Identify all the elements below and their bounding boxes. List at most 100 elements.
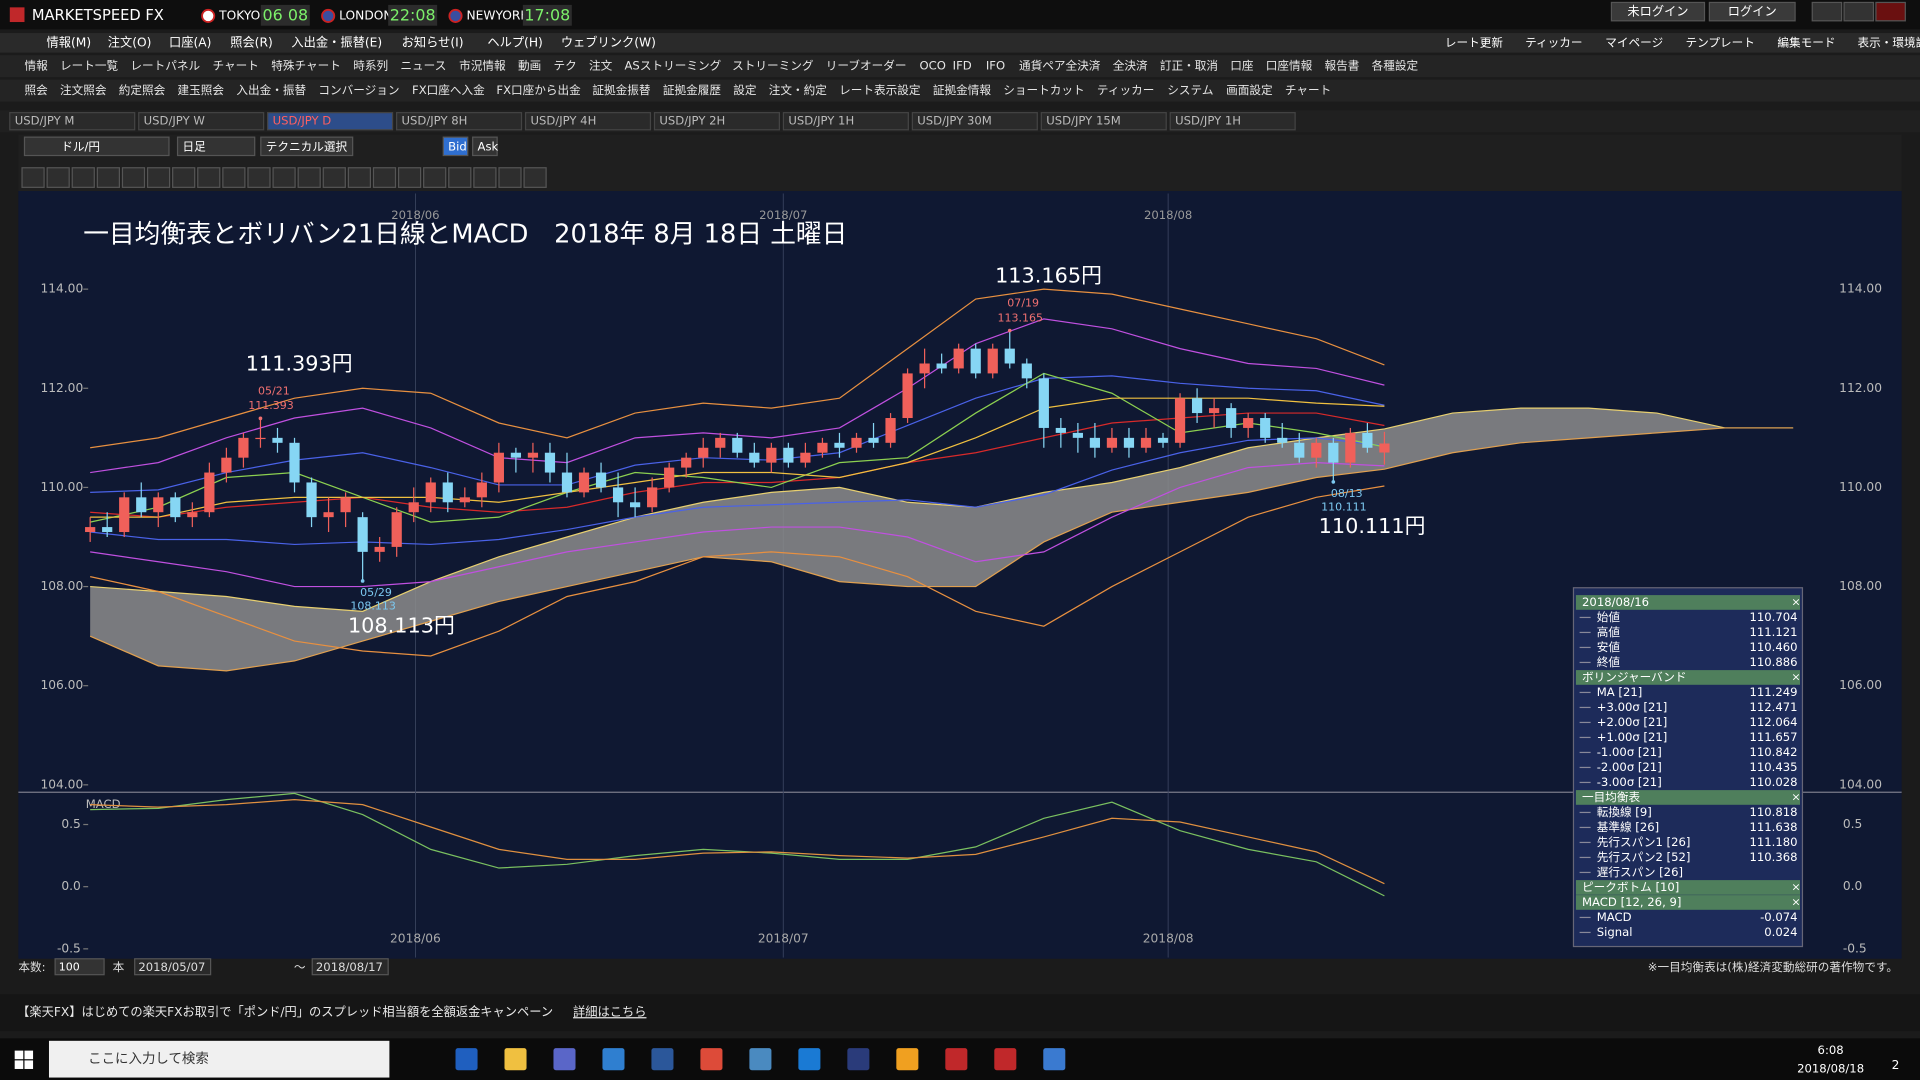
- drawing-tool[interactable]: [448, 167, 472, 188]
- tab-label[interactable]: USD/JPY 8H: [402, 114, 468, 128]
- drawing-tool[interactable]: [372, 167, 397, 188]
- drawing-tool[interactable]: [46, 167, 70, 188]
- toolbar-item[interactable]: 訂正・取消: [1160, 59, 1218, 73]
- tab-label[interactable]: USD/JPY W: [144, 114, 206, 128]
- close-icon[interactable]: ×: [1791, 880, 1800, 893]
- drawing-tool[interactable]: [397, 167, 422, 188]
- drawing-tool[interactable]: [297, 167, 321, 188]
- drawing-tool[interactable]: [172, 167, 196, 188]
- tab[interactable]: [9, 112, 136, 131]
- drawing-tool[interactable]: [523, 167, 547, 188]
- toolbar-item[interactable]: 証拠金履歴: [663, 83, 722, 97]
- toolbar-item[interactable]: レート表示設定: [839, 83, 921, 97]
- toolbar-button[interactable]: レート更新: [1445, 35, 1504, 49]
- dropdown[interactable]: [442, 136, 469, 157]
- toolbar-item[interactable]: 注文・約定: [769, 83, 828, 97]
- taskbar-icon[interactable]: [504, 1048, 527, 1071]
- toolbar-item[interactable]: 動画: [518, 59, 541, 73]
- toolbar-item[interactable]: 特殊チャート: [271, 59, 341, 73]
- tab-label[interactable]: USD/JPY 15M: [1046, 114, 1121, 128]
- window-control[interactable]: [1811, 1, 1843, 22]
- drawing-tool[interactable]: [146, 167, 171, 188]
- dropdown-label[interactable]: Bid: [448, 139, 467, 153]
- start-icon[interactable]: [24, 1050, 34, 1060]
- toolbar-item[interactable]: 時系列: [353, 59, 388, 73]
- toolbar-item[interactable]: 通貨ペア全決済: [1019, 59, 1101, 73]
- dropdown-label[interactable]: Ask: [478, 139, 499, 153]
- toolbar-item[interactable]: 証拠金情報: [933, 83, 992, 97]
- taskbar-icon[interactable]: [651, 1048, 674, 1071]
- tab-label[interactable]: USD/JPY 1H: [1175, 114, 1241, 128]
- tab-label[interactable]: USD/JPY 1H: [788, 114, 854, 128]
- close-icon[interactable]: ×: [1791, 895, 1800, 908]
- notification-badge[interactable]: 2: [1892, 1058, 1900, 1072]
- toolbar-item[interactable]: IFD: [953, 59, 972, 73]
- drawing-tool[interactable]: [96, 167, 120, 188]
- tab[interactable]: [395, 112, 523, 131]
- toolbar-button[interactable]: 表示・環境設定: [1858, 35, 1920, 49]
- taskbar-icon[interactable]: [798, 1048, 821, 1071]
- dropdown[interactable]: [23, 136, 170, 157]
- toolbar-item[interactable]: 各種設定: [1372, 59, 1419, 73]
- notice-link[interactable]: 詳細はこちら: [573, 1004, 646, 1019]
- tab[interactable]: [653, 112, 780, 131]
- dropdown-label[interactable]: 日足: [182, 139, 206, 153]
- drawing-tool[interactable]: [423, 167, 447, 188]
- drawing-tool[interactable]: [222, 167, 246, 188]
- login-button[interactable]: [1708, 1, 1796, 22]
- menu-item[interactable]: 照会(R): [230, 35, 273, 49]
- drawing-tool[interactable]: [71, 167, 95, 188]
- taskbar-icon[interactable]: [553, 1048, 576, 1071]
- close-icon[interactable]: ×: [1791, 790, 1800, 803]
- toolbar-button[interactable]: 編集モード: [1777, 35, 1835, 49]
- toolbar-item[interactable]: ストリーミング: [732, 59, 814, 73]
- date-from[interactable]: 2018/05/07: [138, 960, 205, 974]
- toolbar-item[interactable]: 口座: [1230, 59, 1254, 73]
- toolbar-item[interactable]: 市況情報: [459, 59, 506, 73]
- window-control[interactable]: [1843, 1, 1875, 22]
- toolbar-item[interactable]: テク: [553, 59, 576, 73]
- start-icon[interactable]: [24, 1060, 34, 1069]
- tab[interactable]: [911, 112, 1038, 131]
- toolbar-item[interactable]: 注文照会: [60, 83, 107, 97]
- drawing-tool[interactable]: [247, 167, 271, 188]
- count-select[interactable]: [54, 958, 105, 976]
- toolbar-item[interactable]: 口座情報: [1266, 59, 1313, 73]
- login-button[interactable]: [1610, 1, 1706, 22]
- toolbar-item[interactable]: 約定照会: [119, 83, 166, 97]
- toolbar-item[interactable]: IFO: [986, 59, 1005, 73]
- menu-item[interactable]: ヘルプ(H): [487, 35, 542, 49]
- search-placeholder[interactable]: ここに入力して検索: [88, 1051, 209, 1067]
- menu-item[interactable]: 情報(M): [47, 35, 92, 49]
- toolbar-item[interactable]: ティッカー: [1097, 83, 1154, 97]
- toolbar-item[interactable]: 報告書: [1325, 59, 1360, 73]
- date-box[interactable]: [134, 958, 212, 976]
- menu-item[interactable]: 口座(A): [169, 34, 211, 49]
- drawing-tool[interactable]: [272, 167, 296, 188]
- tab-label[interactable]: USD/JPY 2H: [659, 114, 725, 128]
- toolbar-button[interactable]: テンプレート: [1686, 35, 1755, 49]
- close-icon[interactable]: ×: [1791, 670, 1800, 683]
- drawing-tool[interactable]: [197, 167, 221, 188]
- tab[interactable]: [1040, 112, 1167, 131]
- dropdown-label[interactable]: ドル/円: [61, 139, 100, 153]
- toolbar-item[interactable]: ニュース: [400, 59, 446, 73]
- count-value[interactable]: 100: [59, 960, 80, 973]
- taskbar-icon[interactable]: [700, 1048, 723, 1071]
- window-control[interactable]: [1875, 1, 1906, 22]
- drawing-tool[interactable]: [322, 167, 346, 188]
- tab[interactable]: [138, 112, 265, 131]
- dropdown[interactable]: [260, 136, 354, 157]
- drawing-tool[interactable]: [121, 167, 146, 188]
- dropdown[interactable]: [472, 136, 498, 157]
- taskbar-icon[interactable]: [749, 1048, 772, 1071]
- tab-label[interactable]: USD/JPY 4H: [530, 114, 596, 128]
- tab-label[interactable]: USD/JPY 30M: [917, 114, 992, 128]
- toolbar-item[interactable]: 入出金・振替: [236, 83, 306, 97]
- date-box[interactable]: [311, 958, 389, 976]
- menu-item[interactable]: 注文(O): [108, 34, 152, 49]
- toolbar-item[interactable]: ショートカット: [1003, 83, 1084, 97]
- tab[interactable]: [782, 112, 909, 131]
- toolbar-item[interactable]: 証拠金振替: [592, 83, 651, 97]
- taskbar-icon[interactable]: [455, 1048, 478, 1071]
